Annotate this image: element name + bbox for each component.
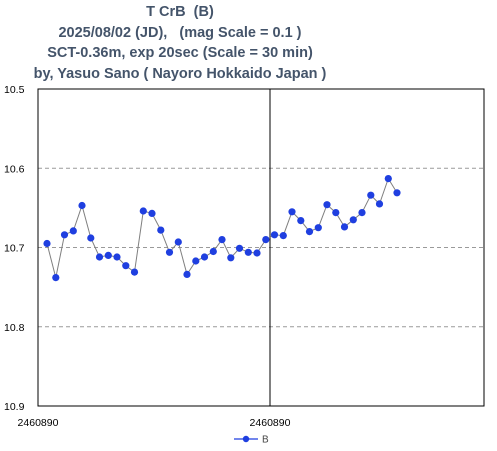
data-point-20	[209, 247, 217, 256]
data-point-8	[104, 251, 112, 259]
x-tick-label: 2460890	[18, 417, 59, 429]
data-point-21	[218, 236, 226, 244]
data-point-14	[157, 226, 165, 234]
legend-label-b: B	[262, 435, 269, 446]
data-point-31	[305, 228, 314, 236]
legend-marker-swatch	[242, 435, 250, 443]
data-point-6	[87, 234, 95, 242]
data-point-10	[122, 262, 130, 270]
data-point-36	[349, 216, 357, 224]
data-point-37	[358, 209, 366, 217]
data-point-3	[60, 231, 69, 239]
data-point-17	[183, 270, 191, 278]
data-point-2	[52, 274, 60, 282]
data-point-22	[227, 254, 235, 262]
data-point-26	[262, 236, 270, 244]
data-point-12	[139, 207, 147, 215]
data-point-27	[270, 231, 279, 239]
data-point-1	[43, 239, 51, 248]
data-point-7	[95, 253, 104, 261]
y-tick-label: 10.7	[4, 243, 25, 255]
y-tick-label: 10.5	[4, 84, 25, 96]
data-point-28	[279, 232, 287, 240]
data-point-4	[69, 227, 77, 235]
data-point-18	[192, 257, 200, 265]
title-line-3: SCT-0.36m, exp 20sec (Scale = 30 min)	[47, 45, 313, 61]
x-axis-ticks: 2460890 2460890	[18, 417, 291, 429]
data-point-13	[148, 209, 156, 217]
data-point-23	[235, 244, 244, 252]
data-point-40	[384, 175, 392, 183]
y-tick-label: 10.8	[4, 322, 25, 334]
data-point-29	[288, 208, 296, 216]
plot-area-frame	[37, 88, 485, 407]
data-point-9	[113, 253, 121, 261]
y-tick-label: 10.6	[4, 163, 25, 175]
data-point-32	[314, 224, 322, 232]
data-point-34	[332, 209, 340, 217]
y-axis-ticks: 10.5 10.6 10.7 10.8 10.9	[4, 84, 25, 413]
chart-title: T CrB (B) 2025/08/02 (JD), (mag Scale = …	[0, 2, 360, 84]
data-point-15	[165, 248, 174, 256]
data-point-39	[375, 200, 384, 208]
data-point-16	[174, 238, 182, 246]
data-point-24	[244, 248, 252, 256]
data-point-33	[323, 201, 331, 209]
data-point-5	[78, 201, 86, 210]
title-line-2: 2025/08/02 (JD), (mag Scale = 0.1 )	[58, 24, 302, 41]
grid-lines	[38, 167, 484, 328]
y-tick-label: 10.9	[4, 401, 25, 413]
data-point-38	[367, 191, 375, 199]
data-point-19	[200, 253, 209, 261]
data-point-25	[253, 249, 261, 257]
data-point-35	[340, 223, 349, 231]
data-point-11	[130, 268, 139, 276]
title-line-4: by, Yasuo Sano ( Nayoro Hokkaido Japan )	[33, 65, 327, 82]
x-tick-label: 2460890	[250, 417, 291, 429]
data-point-41	[393, 189, 401, 197]
series-b-markers	[43, 175, 401, 282]
data-point-30	[297, 217, 305, 225]
title-line-1: T CrB (B)	[146, 4, 214, 20]
legend: B	[234, 435, 269, 446]
